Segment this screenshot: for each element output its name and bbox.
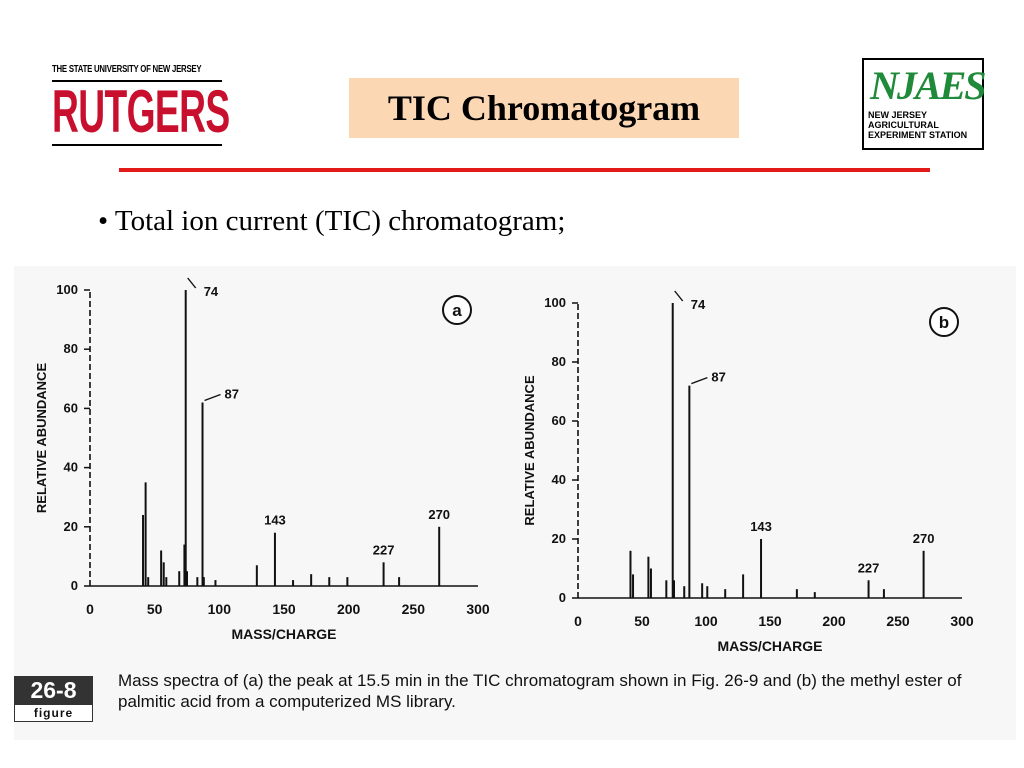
page-title: TIC Chromatogram (387, 88, 701, 128)
divider-rule (119, 168, 930, 172)
peak-label-b-227: 227 (858, 560, 880, 575)
peak-label-b-270: 270 (913, 531, 935, 546)
njaes-line-3: EXPERIMENT STATION (868, 130, 968, 140)
peak-label-a-74: 74 (204, 284, 219, 299)
x-tick-label-b: 250 (886, 613, 910, 629)
chart-a: 0 20 40 60 80 100 0 50 100 150 200 250 300 MASS/CHARG… (34, 277, 490, 642)
y-axis-title-b: RELATIVE ABUNDANCE (522, 375, 537, 526)
peak-label-leader-b (674, 290, 684, 302)
x-tick-label-b: 50 (634, 613, 650, 629)
y-tick-label-b: 80 (552, 354, 566, 369)
x-tick-label-a: 250 (402, 601, 426, 617)
x-axis-title-b: MASS/CHARGE (717, 638, 822, 654)
y-tick-label-a: 0 (71, 578, 78, 593)
njaes-line-2: AGRICULTURAL (868, 120, 939, 130)
panel-badge-a (442, 295, 472, 325)
figure-badge: 26-8 figure (14, 676, 93, 722)
x-tick-label-a: 50 (147, 601, 163, 617)
rutgers-rule-bottom (52, 144, 222, 146)
x-tick-label-a: 300 (466, 601, 490, 617)
peak-label-a-270: 270 (428, 507, 450, 522)
njaes-logo: NJAES NEW JERSEY AGRICULTURAL EXPERIMENT… (862, 58, 986, 150)
panel-letter-b: b (939, 313, 949, 332)
x-tick-label-a: 150 (272, 601, 296, 617)
y-tick-label-a: 40 (64, 460, 78, 475)
panel-letter-a: a (452, 301, 462, 320)
x-axis-title-a: MASS/CHARGE (231, 626, 336, 642)
chart-b: 0 20 40 60 80 100 0 50 100 150 200 250 300 MASS/CHARG… (522, 290, 974, 654)
peak-label-a-143: 143 (264, 513, 286, 528)
peak-label-b-74: 74 (691, 297, 706, 312)
njaes-mark: NJAES (870, 63, 986, 108)
x-tick-label-b: 150 (758, 613, 782, 629)
y-tick-label-b: 40 (552, 472, 566, 487)
x-tick-label-b: 200 (822, 613, 846, 629)
njaes-line-1: NEW JERSEY (868, 110, 928, 120)
rutgers-wordmark: RUTGERS (52, 78, 230, 145)
peak-label-a-227: 227 (373, 542, 395, 557)
bullet-text: • Total ion current (TIC) chromatogram; (98, 205, 566, 237)
figure-label: figure (14, 704, 93, 722)
figure-number: 26-8 (14, 676, 93, 704)
y-tick-label-b: 0 (559, 590, 566, 605)
peak-label-a-87: 87 (225, 386, 239, 401)
x-tick-label-b: 100 (694, 613, 718, 629)
x-tick-label-a: 100 (208, 601, 232, 617)
peak-label-leader-a (187, 277, 197, 289)
y-axis-title-a: RELATIVE ABUNDANCE (34, 363, 49, 514)
x-tick-label-a: 0 (86, 601, 94, 617)
rutgers-rule-top (52, 80, 222, 82)
x-tick-label-b: 300 (950, 613, 974, 629)
panel-badge-b (929, 307, 959, 337)
y-tick-label-a: 80 (64, 341, 78, 356)
y-tick-label-a: 100 (56, 282, 78, 297)
peak-label-b-87: 87 (711, 370, 725, 385)
scanned-figure-background (14, 266, 1016, 740)
peak-label-leader-a (204, 393, 221, 402)
y-tick-label-b: 20 (552, 531, 566, 546)
y-tick-label-b: 60 (552, 413, 566, 428)
y-tick-label-a: 60 (64, 400, 78, 415)
title-box: TIC Chromatogram (349, 78, 739, 138)
x-tick-label-a: 200 (337, 601, 361, 617)
rutgers-tagline: THE STATE UNIVERSITY OF NEW JERSEY (52, 64, 202, 75)
y-tick-label-a: 20 (64, 519, 78, 534)
peak-label-leader-b (691, 376, 708, 385)
y-tick-label-b: 100 (544, 295, 566, 310)
rutgers-logo: THE STATE UNIVERSITY OF NEW JERSEY RUTGE… (50, 62, 230, 148)
peak-label-b-143: 143 (750, 519, 772, 534)
x-tick-label-b: 0 (574, 613, 582, 629)
figure-caption: Mass spectra of (a) the peak at 15.5 min… (118, 671, 962, 711)
